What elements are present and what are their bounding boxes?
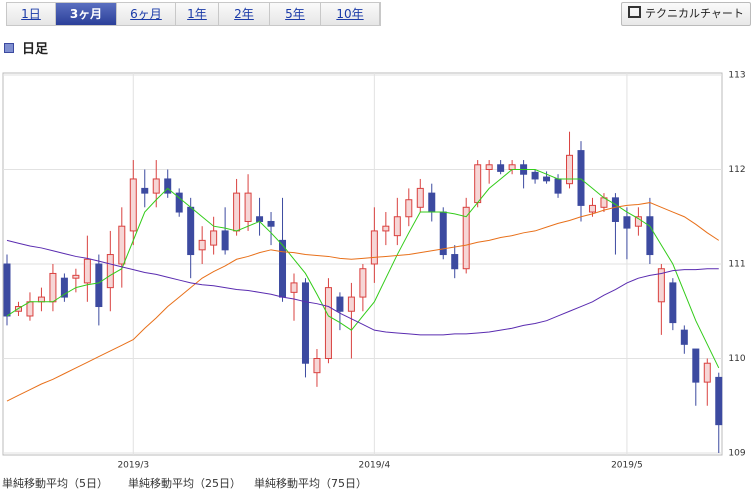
candle-body	[313, 358, 321, 374]
candle-body	[175, 192, 183, 213]
candle-body	[347, 296, 355, 312]
x-tick-label: 2019/5	[611, 461, 643, 471]
candle-body	[210, 230, 218, 246]
tab[interactable]: 1日	[7, 3, 56, 25]
candle-body	[3, 263, 11, 317]
candle-body	[393, 216, 401, 237]
moving-average-line	[6, 239, 719, 336]
candle-body	[267, 220, 275, 227]
moving-average-line	[6, 202, 720, 402]
candle-body	[428, 192, 436, 213]
section-title: 日足	[22, 42, 49, 57]
candle-body	[118, 225, 126, 265]
candle-body	[164, 178, 172, 194]
candle-body	[669, 282, 677, 324]
tab[interactable]: 6ヶ月	[117, 3, 176, 25]
candle-body	[83, 258, 91, 284]
tab[interactable]: 2年	[219, 3, 270, 25]
y-tick-label: 109	[728, 449, 745, 459]
moving-average-line	[6, 169, 720, 369]
candle-body	[324, 287, 332, 359]
candle-body	[382, 225, 390, 232]
candle-body	[187, 206, 195, 256]
legend-entry: 単純移動平均（5日）	[2, 476, 108, 490]
candle-body	[703, 362, 711, 383]
x-tick-label: 2019/3	[117, 461, 149, 471]
y-tick-label: 112	[728, 165, 745, 175]
candle-body	[301, 282, 309, 364]
x-tick-label: 2019/4	[359, 461, 391, 471]
candle-body	[60, 277, 68, 298]
candle-body	[554, 178, 562, 194]
technical-chart-button[interactable]: テクニカルチャート	[621, 2, 751, 26]
candle-body	[336, 296, 344, 312]
legend-entry: 単純移動平均（25日）	[128, 476, 241, 490]
candle-body	[95, 263, 103, 308]
candle-body	[715, 376, 723, 426]
candle-body	[256, 216, 264, 222]
candle-body	[451, 254, 459, 270]
candle-body	[141, 187, 149, 194]
candle-body	[634, 216, 642, 227]
candle-body	[370, 230, 378, 265]
candle-body	[508, 164, 516, 170]
candle-body	[657, 268, 665, 303]
candle-body	[531, 171, 539, 180]
candle-body	[588, 204, 596, 213]
candle-body	[680, 329, 688, 345]
candle-body	[244, 192, 252, 222]
candle-body	[485, 164, 493, 170]
candle-body	[646, 216, 654, 256]
candle-body	[26, 301, 34, 317]
y-tick-label: 111	[728, 260, 745, 270]
candle-body	[416, 187, 424, 208]
candle-body	[152, 178, 160, 194]
candle-body	[198, 239, 206, 251]
candle-body	[37, 296, 45, 303]
candle-body	[72, 274, 80, 279]
candle-body	[692, 348, 700, 383]
candle-body	[106, 254, 114, 289]
candle-body	[359, 268, 367, 298]
legend-entry: 単純移動平均（75日）	[254, 476, 367, 490]
tab-bar: 1日 3ヶ月 6ヶ月 1年 2年 5年 10年	[6, 2, 381, 26]
candle-body	[462, 206, 470, 270]
candle-body	[474, 164, 482, 204]
button-label: テクニカルチャート	[645, 7, 744, 20]
candle-body	[566, 154, 574, 185]
candle-body	[543, 176, 551, 182]
y-tick-label: 110	[728, 354, 745, 364]
candle-body	[279, 239, 287, 298]
candle-body	[611, 197, 619, 222]
tab[interactable]: 3ヶ月	[56, 3, 117, 25]
candle-body	[233, 192, 241, 232]
candle-body	[49, 272, 57, 303]
candle-body	[497, 164, 505, 172]
candle-body	[577, 150, 585, 206]
candle-body	[221, 230, 229, 251]
tab[interactable]: 10年	[321, 3, 380, 25]
section-header: 日足	[4, 38, 48, 57]
tab[interactable]: 1年	[176, 3, 219, 25]
y-tick-label: 113	[728, 71, 745, 81]
candle-body	[405, 199, 413, 218]
candle-body	[129, 178, 137, 232]
candle-body	[290, 282, 298, 293]
tab[interactable]: 5年	[270, 3, 321, 25]
candle-body	[623, 216, 631, 229]
